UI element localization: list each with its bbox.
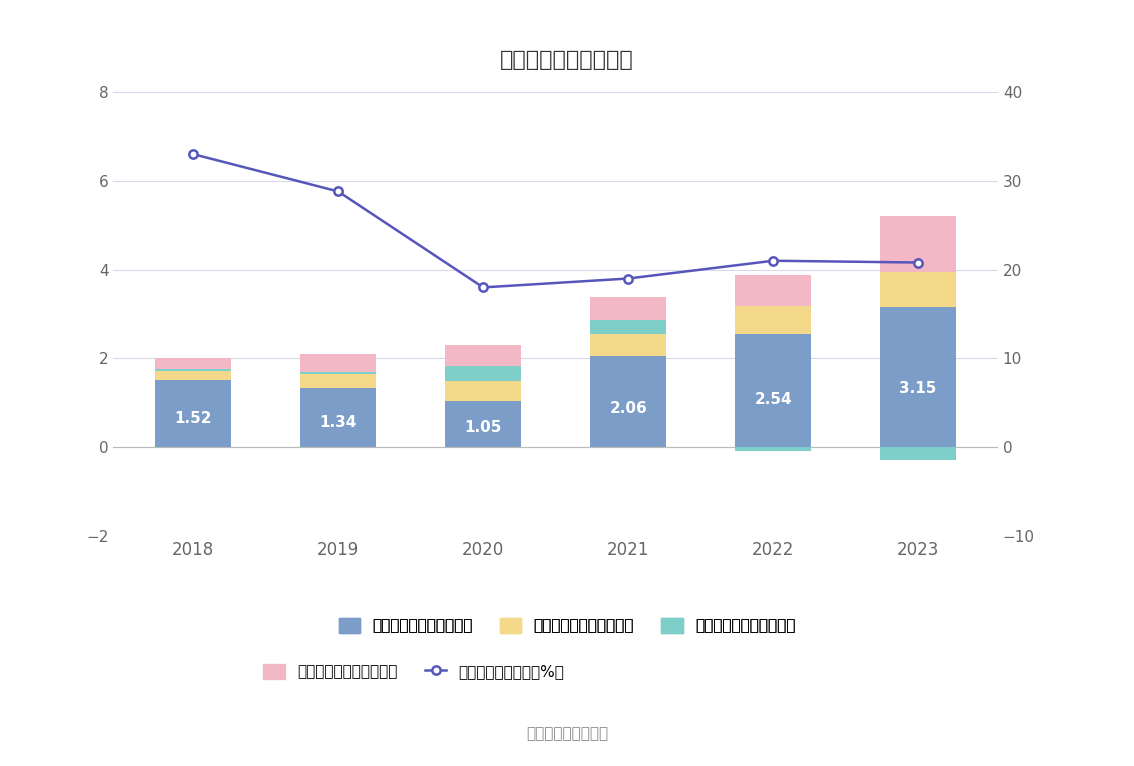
Bar	[880, 447, 956, 460]
Bar	[736, 447, 811, 451]
Bar	[736, 276, 811, 306]
Bar	[591, 356, 666, 447]
Bar	[880, 216, 956, 272]
Bar	[155, 380, 231, 447]
Bar	[880, 272, 956, 307]
Bar	[591, 334, 666, 356]
Bar	[155, 358, 231, 368]
Text: 3.15: 3.15	[899, 381, 937, 396]
Text: 1.34: 1.34	[320, 415, 357, 430]
Bar	[446, 401, 521, 447]
Text: 1.05: 1.05	[465, 421, 502, 435]
Bar	[880, 307, 956, 447]
Bar	[591, 297, 666, 320]
Text: 历年期间费用变化情况: 历年期间费用变化情况	[500, 50, 634, 70]
Bar	[301, 354, 375, 372]
Bar	[736, 335, 811, 447]
Bar	[155, 371, 231, 380]
Bar	[155, 368, 231, 371]
Bar	[736, 306, 811, 335]
Text: 数据来源：恒生聚源: 数据来源：恒生聚源	[526, 726, 608, 741]
Bar	[301, 372, 375, 375]
Text: 2.54: 2.54	[754, 392, 792, 408]
Legend: 左轴：研发费用（亿元）, 右轴：期间费用率（%）: 左轴：研发费用（亿元）, 右轴：期间费用率（%）	[257, 658, 570, 686]
Bar	[446, 366, 521, 381]
Text: 2.06: 2.06	[609, 401, 648, 417]
Bar	[301, 375, 375, 388]
Legend: 左轴：销售费用（亿元）, 左轴：管理费用（亿元）, 左轴：财务费用（亿元）: 左轴：销售费用（亿元）, 左轴：管理费用（亿元）, 左轴：财务费用（亿元）	[332, 612, 802, 640]
Text: 1.52: 1.52	[175, 411, 212, 427]
Bar	[446, 381, 521, 401]
Bar	[591, 320, 666, 334]
Bar	[446, 345, 521, 366]
Bar	[301, 388, 375, 447]
